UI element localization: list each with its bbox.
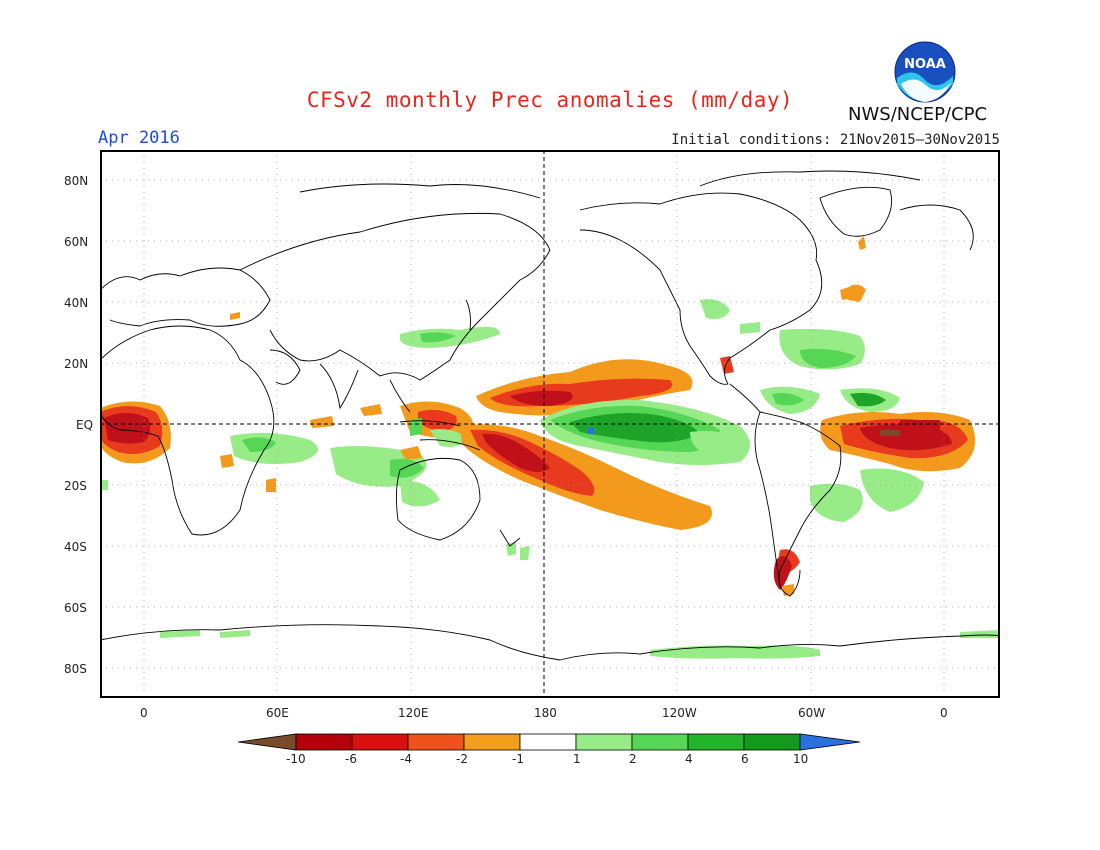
- map-border: [100, 150, 1000, 698]
- precip-anomaly-map: [100, 150, 1000, 698]
- colorbar-label: -1: [512, 752, 524, 766]
- colorbar-label: 10: [793, 752, 809, 766]
- noaa-logo: NOAA: [894, 41, 956, 103]
- lon-label: 0: [940, 706, 948, 720]
- colorbar-label: 4: [685, 752, 693, 766]
- colorbar-label: -4: [400, 752, 412, 766]
- logo-text: NOAA: [904, 57, 946, 72]
- lon-label: 60W: [798, 706, 826, 720]
- lat-label: 80N: [64, 174, 89, 188]
- colorbar-arrow-low: [238, 733, 297, 751]
- map-title: CFSv2 monthly Prec anomalies (mm/day): [306, 88, 794, 112]
- colorbar-label: 1: [573, 752, 581, 766]
- lat-label: 60N: [64, 235, 89, 249]
- coastlines: [100, 170, 1000, 698]
- colorbar-label: 2: [629, 752, 637, 766]
- lon-label: 0: [140, 706, 148, 720]
- anomaly-shading: [100, 236, 1000, 659]
- lat-label: 40N: [64, 296, 89, 310]
- colorbar-label: 6: [741, 752, 749, 766]
- colorbar: [238, 733, 861, 751]
- lat-label: 20N: [64, 357, 89, 371]
- lon-label: 60E: [266, 706, 289, 720]
- initial-conditions: Initial conditions: 21Nov2015–30Nov2015: [671, 132, 1000, 148]
- lat-label: 80S: [64, 662, 87, 676]
- lat-label: 40S: [64, 540, 87, 554]
- colorbar-label: -6: [345, 752, 357, 766]
- lon-label: 180: [534, 706, 557, 720]
- lon-label: 120E: [398, 706, 429, 720]
- lon-label: 120W: [662, 706, 697, 720]
- colorbar-label: -10: [286, 752, 306, 766]
- grid: [100, 150, 1000, 698]
- colorbar-label: -2: [456, 752, 468, 766]
- forecast-month: Apr 2016: [98, 128, 180, 148]
- lat-label: EQ: [76, 418, 94, 432]
- agency-label: NWS/NCEP/CPC: [848, 104, 988, 125]
- lat-label: 20S: [64, 479, 87, 493]
- colorbar-arrow-high: [799, 733, 861, 751]
- lat-label: 60S: [64, 601, 87, 615]
